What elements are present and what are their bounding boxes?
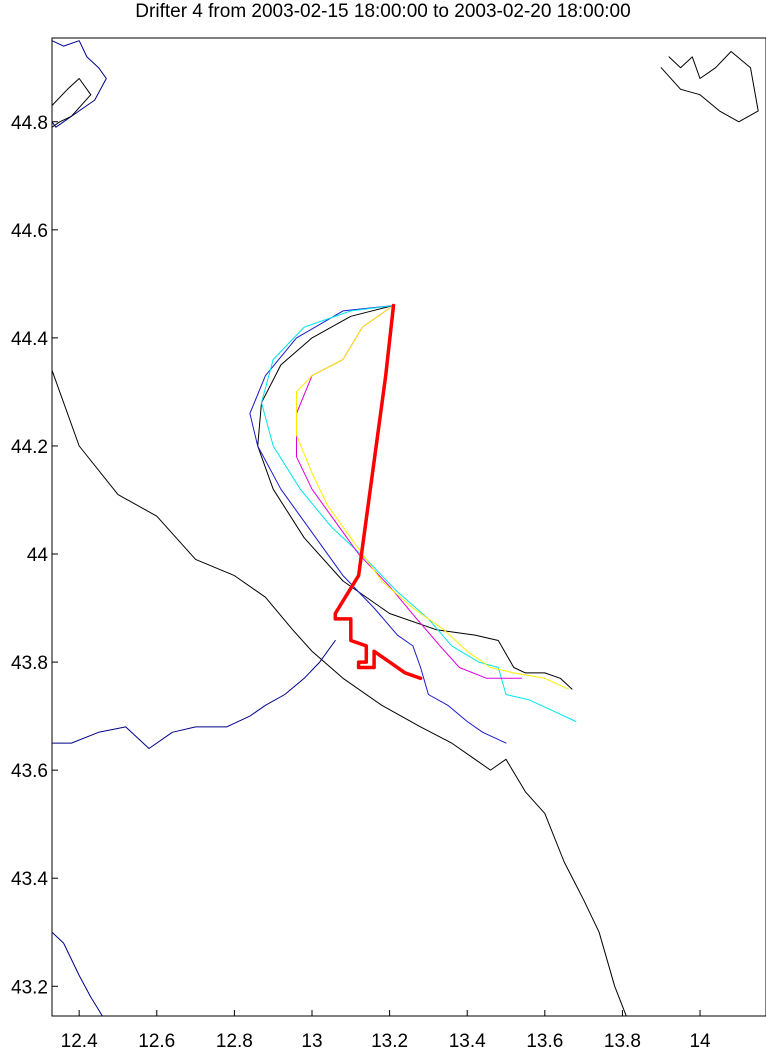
y-tick-label: 44.6 [11, 221, 48, 242]
y-tick-label: 43.4 [11, 869, 48, 890]
axes-frame [51, 37, 766, 1017]
series-line-river-2 [52, 931, 103, 1016]
y-tick-label: 43.2 [11, 977, 48, 998]
series-line-model-10 [296, 305, 569, 690]
y-tick-label: 44.8 [11, 113, 48, 134]
series-line-model-8 [261, 305, 577, 722]
x-tick-label: 12.8 [216, 1031, 253, 1052]
y-tick-label: 43.8 [11, 653, 48, 674]
series-line-coastline-0 [52, 369, 627, 1016]
chart-title: Drifter 4 from 2003-02-15 18:00:00 to 20… [135, 1, 631, 22]
series-line-model-9 [296, 305, 522, 679]
series-line-coastline-detail-5 [660, 51, 759, 123]
x-tick-label: 14 [689, 1031, 711, 1052]
x-tick-label: 12.4 [61, 1031, 98, 1052]
x-tick-label: 13.4 [449, 1031, 486, 1052]
series-line-model-7 [249, 305, 507, 744]
series-line-river-1 [52, 640, 336, 749]
x-tick-label: 13 [301, 1031, 322, 1052]
y-tick-label: 44 [27, 545, 49, 566]
series-line-coastline-detail-3 [52, 40, 107, 128]
y-tick-label: 44.2 [11, 437, 48, 458]
series-layer [52, 40, 759, 1016]
x-tick-label: 13.6 [526, 1031, 563, 1052]
x-tick-label: 12.6 [138, 1031, 175, 1052]
x-tick-label: 13.2 [371, 1031, 408, 1052]
y-tick-label: 43.6 [11, 761, 48, 782]
tick-layer: 12.4 12.6 12.8 13 13.2 13.4 13.6 13.8 14 43.2 43.4… [11, 113, 711, 1052]
series-line-coastline-detail-4 [52, 78, 92, 128]
series-line-model-6 [257, 305, 573, 690]
x-tick-label: 13.8 [604, 1031, 641, 1052]
series-line-observed-11 [333, 303, 423, 681]
y-tick-label: 44.4 [11, 329, 48, 350]
